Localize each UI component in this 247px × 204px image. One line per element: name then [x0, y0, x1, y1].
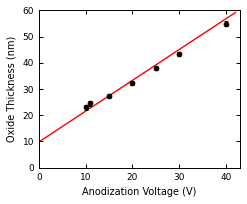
Y-axis label: Oxide Thickness (nm): Oxide Thickness (nm) — [7, 36, 17, 142]
X-axis label: Anodization Voltage (V): Anodization Voltage (V) — [82, 187, 197, 197]
